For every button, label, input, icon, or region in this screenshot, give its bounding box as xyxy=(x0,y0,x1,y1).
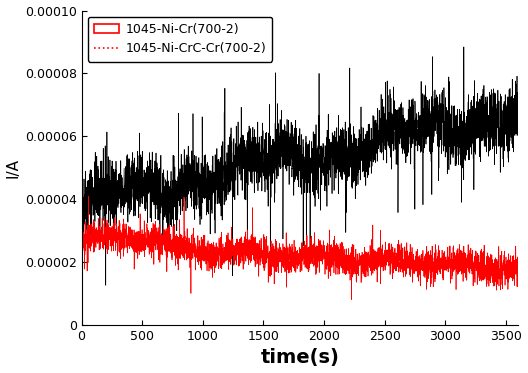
X-axis label: time(s): time(s) xyxy=(260,348,339,367)
Legend: 1045-Ni-Cr(700-2), 1045-Ni-CrC-Cr(700-2): 1045-Ni-Cr(700-2), 1045-Ni-CrC-Cr(700-2) xyxy=(88,17,272,62)
Y-axis label: I/A: I/A xyxy=(6,158,21,178)
